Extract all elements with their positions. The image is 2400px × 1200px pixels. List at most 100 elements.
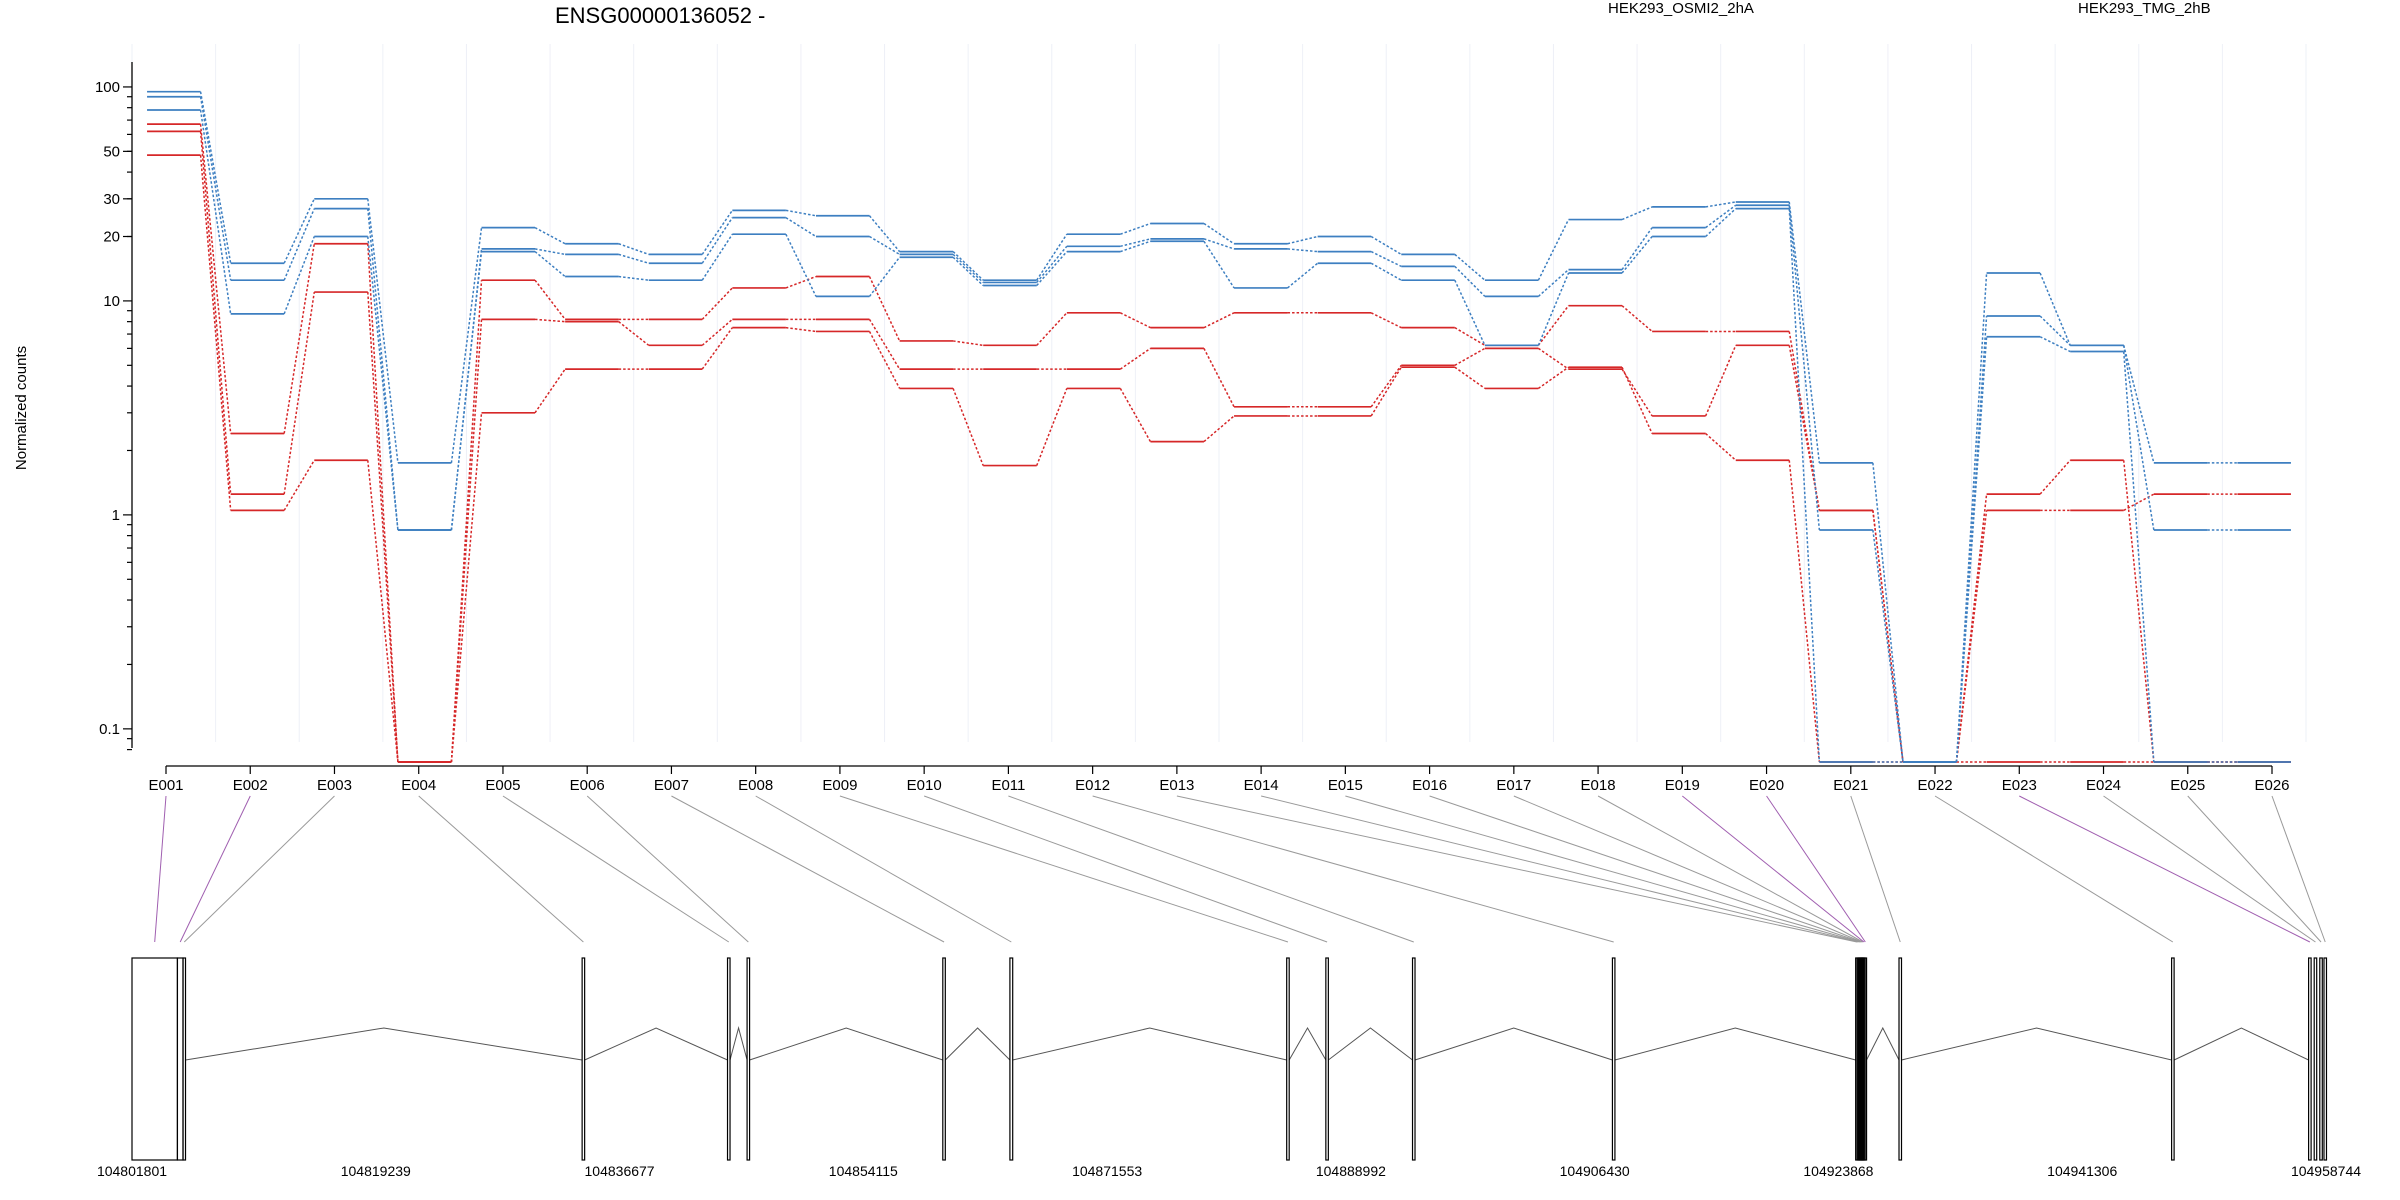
exon-connector-e024: [2103, 795, 2316, 943]
y-tick-label: 30: [103, 191, 120, 208]
series-connector-segment: [869, 235, 900, 256]
series-connector-segment: [199, 96, 232, 281]
exon-e009: [1286, 957, 1290, 1161]
series-connector-segment: [283, 243, 316, 434]
series-connector-segment: [1788, 205, 1821, 531]
exon-e025: [2319, 957, 2323, 1161]
series-connector-segment: [534, 251, 566, 278]
series-connector-segment: [1370, 262, 1402, 281]
series-2: [147, 130, 2291, 763]
series-connector-segment: [1203, 240, 1235, 289]
series-connector-segment: [1036, 312, 1068, 346]
intron: [1614, 1027, 1856, 1061]
series-connector-segment: [952, 251, 984, 281]
exon-connector-e022: [1934, 795, 2174, 943]
legend-entry-b: HEK293_TMG_2hB: [2078, 0, 2211, 17]
series-connector-segment: [868, 331, 901, 389]
series-connector-segment: [701, 287, 733, 320]
intron: [1012, 1027, 1287, 1061]
exon-connector-e013: [1176, 795, 1858, 943]
exon-connector-e007: [671, 795, 945, 943]
x-tick-label-e026: E026: [2254, 777, 2289, 794]
exon-connector-e001: [154, 795, 167, 943]
series-connector-segment: [1537, 269, 1570, 297]
x-tick-label-e006: E006: [570, 777, 605, 794]
series-connector-segment: [2039, 272, 2071, 346]
series-connector-segment: [1203, 222, 1235, 245]
x-tick-label-e010: E010: [907, 777, 942, 794]
series-connector-segment: [283, 208, 315, 281]
exon-connector-e004: [418, 795, 584, 943]
series-connector-segment: [1370, 364, 1402, 408]
series-connector-segment: [1705, 204, 1737, 229]
series-connector-segment: [1872, 529, 1904, 763]
exon-e011: [1411, 957, 1416, 1161]
intron: [1288, 1026, 1327, 1061]
intron: [1328, 1027, 1413, 1061]
series-connector-segment: [1370, 235, 1402, 256]
exon-connector-e008: [755, 795, 1012, 943]
series-connector-segment: [701, 318, 733, 346]
exon-connector-e021: [1850, 795, 1901, 943]
exon-e002: [176, 957, 184, 1161]
exon-connector-e003: [183, 795, 335, 943]
series-connector-segment: [785, 326, 817, 333]
exon-connector-e010: [923, 795, 1328, 943]
series-connector-segment: [868, 256, 901, 297]
intron: [729, 1026, 748, 1061]
series-connector-segment: [785, 209, 817, 217]
exon-e020: [1863, 957, 1868, 1161]
series-connector-segment: [618, 275, 649, 281]
series-connector-segment: [1120, 222, 1151, 235]
series-connector-segment: [785, 275, 817, 289]
exon-connector-e023: [2019, 795, 2311, 943]
coordinate-label: 104871553: [1072, 1163, 1142, 1179]
coordinate-label: 104888992: [1316, 1163, 1386, 1179]
series-connector-segment: [1621, 305, 1653, 333]
x-axis: E001 E002 E003 E004 E005 E006 E007 E008 E009 E010…: [148, 765, 2290, 794]
series-connector-segment: [1872, 510, 1904, 763]
intron: [2173, 1027, 2309, 1061]
series-connector-segment: [2122, 345, 2155, 464]
exon-e026: [2323, 957, 2328, 1161]
x-tick-label-e012: E012: [1075, 777, 1110, 794]
series-connector-segment: [952, 340, 984, 347]
series-connector-segment: [1705, 201, 1736, 208]
series-connector-segment: [1203, 312, 1235, 329]
chart-title: ENSG00000136052 -: [555, 3, 765, 28]
series-connector-segment: [1454, 347, 1486, 366]
x-tick-label-e001: E001: [148, 777, 183, 794]
series-connector-segment: [1036, 233, 1068, 281]
series-connector-segment: [1704, 345, 1737, 417]
series-connector-segment: [450, 280, 483, 763]
series-connector-segment: [2039, 336, 2071, 353]
exon-e012: [1611, 957, 1616, 1161]
series-connector-segment: [367, 198, 399, 463]
y-tick-label: 1: [112, 507, 120, 524]
series-connector-segment: [283, 236, 315, 315]
series-connector-segment: [2122, 351, 2155, 763]
exon-e010: [1325, 957, 1329, 1161]
series-connector-segment: [534, 279, 566, 320]
series-connector-segment: [1788, 331, 1821, 511]
exon-connector-e012: [1092, 795, 1614, 943]
series-connector-segment: [1287, 248, 1318, 253]
exon-connector-e026: [2271, 795, 2326, 943]
exon-e003: [182, 957, 187, 1161]
x-tick-label-e008: E008: [738, 777, 773, 794]
series-connector-segment: [1621, 236, 1653, 274]
series-connector-segment: [1788, 460, 1821, 763]
series-connector-segment: [618, 253, 649, 264]
exon-e006: [746, 957, 751, 1161]
series-connector-segment: [1537, 366, 1569, 390]
series-connector-segment: [199, 109, 232, 314]
x-tick-label-e011: E011: [991, 777, 1025, 794]
series-connector-segment: [1788, 201, 1821, 463]
series-connector-segment: [2039, 459, 2071, 495]
intron: [944, 1027, 1011, 1061]
exon-e005: [726, 957, 731, 1161]
x-tick-label-e002: E002: [233, 777, 268, 794]
exon-connector-e015: [1345, 795, 1860, 943]
series-connector-segment: [450, 319, 483, 763]
series-connector-segment: [1537, 347, 1569, 370]
